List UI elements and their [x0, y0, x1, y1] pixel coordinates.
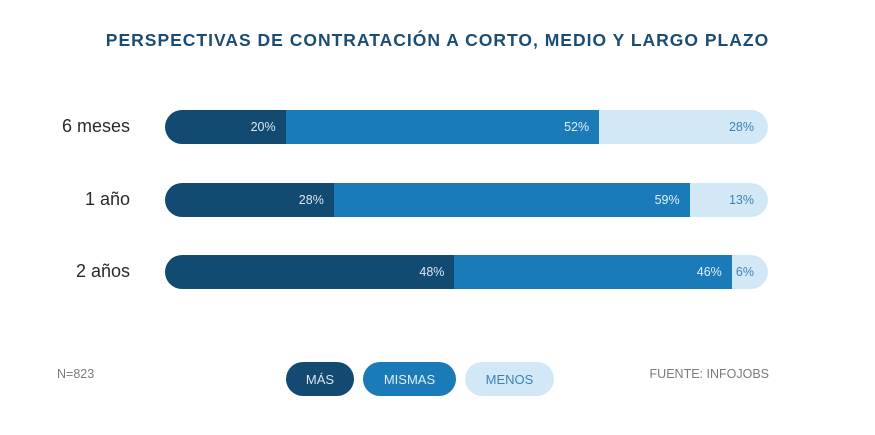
data-label: 6%	[735, 265, 754, 279]
bar-segment-menos: 13%	[689, 183, 768, 217]
category-label: 2 años	[75, 261, 130, 281]
bar-segment-mismas: 52%	[285, 110, 600, 144]
data-label: 20%	[250, 120, 276, 134]
source-note: FUENTE: INFOJOBS	[649, 367, 769, 381]
legend-item-mismas: MISMAS	[363, 362, 456, 396]
legend-item-mas: MÁS	[286, 362, 354, 396]
legend-item-menos: MENOS	[465, 362, 554, 396]
bar-segment-mas: 48%	[165, 255, 455, 289]
data-label: 46%	[696, 265, 722, 279]
data-label: 48%	[419, 265, 445, 279]
data-label: 59%	[654, 193, 680, 207]
bar-segment-mismas: 46%	[454, 255, 732, 289]
stacked-bar: 48% 46% 6%	[165, 255, 768, 289]
stacked-bar: 20% 52% 28%	[165, 110, 768, 144]
data-label: 13%	[728, 193, 754, 207]
bar-segment-menos: 6%	[731, 255, 768, 289]
bar-segment-mas: 28%	[165, 183, 334, 217]
bar-segment-menos: 28%	[599, 110, 768, 144]
chart-title: PERSPECTIVAS DE CONTRATACIÓN A CORTO, ME…	[105, 30, 770, 50]
bar-segment-mismas: 59%	[333, 183, 690, 217]
category-label: 6 meses	[61, 116, 130, 136]
category-label: 1 año	[84, 189, 130, 209]
data-label: 28%	[298, 193, 324, 207]
stacked-bar: 28% 59% 13%	[165, 183, 768, 217]
sample-size-note: N=823	[57, 367, 95, 381]
data-label: 52%	[564, 120, 590, 134]
data-label: 28%	[728, 120, 754, 134]
bar-segment-mas: 20%	[165, 110, 286, 144]
